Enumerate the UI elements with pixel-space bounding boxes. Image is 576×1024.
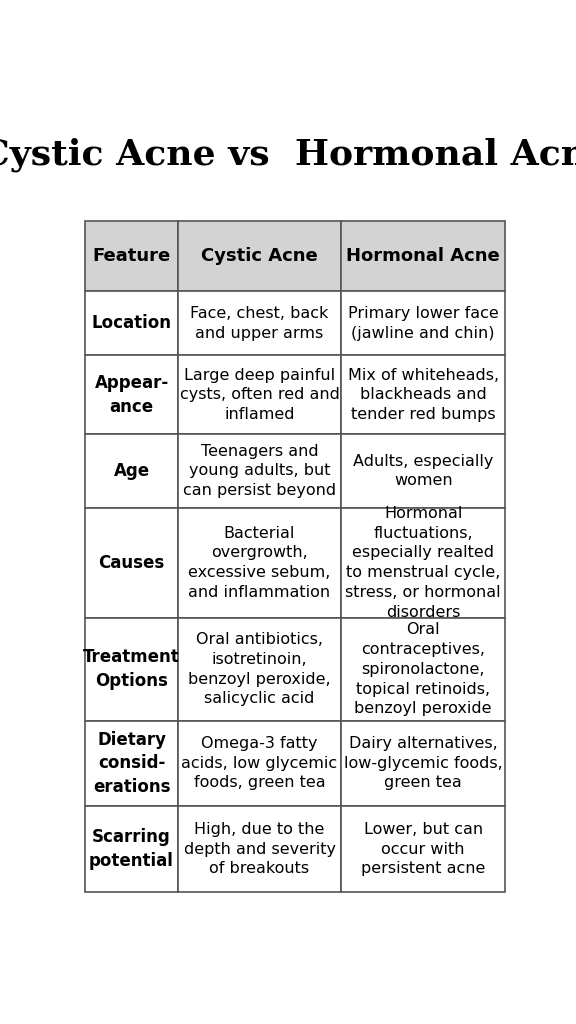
FancyBboxPatch shape [85,291,178,355]
Text: Oral
contraceptives,
spironolactone,
topical retinoids,
benzoyl peroxide: Oral contraceptives, spironolactone, top… [354,623,492,717]
Text: Age: Age [113,462,150,480]
Text: Teenagers and
young adults, but
can persist beyond: Teenagers and young adults, but can pers… [183,443,336,499]
Text: Dairy alternatives,
low-glycemic foods,
green tea: Dairy alternatives, low-glycemic foods, … [344,736,502,791]
Text: Hormonal
fluctuations,
especially realted
to menstrual cycle,
stress, or hormona: Hormonal fluctuations, especially realte… [346,506,501,620]
FancyBboxPatch shape [342,508,505,618]
Text: Large deep painful
cysts, often red and
inflamed: Large deep painful cysts, often red and … [180,368,339,422]
FancyBboxPatch shape [342,618,505,721]
FancyBboxPatch shape [178,221,342,291]
Text: Appear-
ance: Appear- ance [94,374,169,416]
Text: Scarring
potential: Scarring potential [89,828,174,869]
FancyBboxPatch shape [178,508,342,618]
Text: Cystic Acne: Cystic Acne [201,247,318,265]
FancyBboxPatch shape [178,434,342,508]
Text: Omega-3 fatty
acids, low glycemic
foods, green tea: Omega-3 fatty acids, low glycemic foods,… [181,736,338,791]
FancyBboxPatch shape [178,618,342,721]
Text: Dietary
consid-
erations: Dietary consid- erations [93,730,170,796]
Text: Location: Location [92,314,172,332]
FancyBboxPatch shape [342,355,505,434]
FancyBboxPatch shape [85,618,178,721]
FancyBboxPatch shape [85,806,178,893]
Text: Face, chest, back
and upper arms: Face, chest, back and upper arms [190,306,329,341]
Text: Bacterial
overgrowth,
excessive sebum,
and inflammation: Bacterial overgrowth, excessive sebum, a… [188,525,331,600]
Text: Causes: Causes [98,554,165,571]
Text: Lower, but can
occur with
persistent acne: Lower, but can occur with persistent acn… [361,822,486,877]
Text: High, due to the
depth and severity
of breakouts: High, due to the depth and severity of b… [184,822,336,877]
Text: Feature: Feature [92,247,170,265]
FancyBboxPatch shape [342,721,505,806]
FancyBboxPatch shape [178,355,342,434]
FancyBboxPatch shape [85,221,178,291]
Text: Hormonal Acne: Hormonal Acne [346,247,500,265]
FancyBboxPatch shape [85,355,178,434]
FancyBboxPatch shape [342,221,505,291]
Text: Mix of whiteheads,
blackheads and
tender red bumps: Mix of whiteheads, blackheads and tender… [348,368,499,422]
FancyBboxPatch shape [342,806,505,893]
FancyBboxPatch shape [342,434,505,508]
FancyBboxPatch shape [342,291,505,355]
FancyBboxPatch shape [178,806,342,893]
FancyBboxPatch shape [85,434,178,508]
FancyBboxPatch shape [85,508,178,618]
Text: Treatment
Options: Treatment Options [83,648,180,690]
FancyBboxPatch shape [178,291,342,355]
FancyBboxPatch shape [85,721,178,806]
Text: Primary lower face
(jawline and chin): Primary lower face (jawline and chin) [348,306,499,341]
Text: Adults, especially
women: Adults, especially women [353,454,494,488]
Text: Oral antibiotics,
isotretinoin,
benzoyl peroxide,
salicyclic acid: Oral antibiotics, isotretinoin, benzoyl … [188,632,331,707]
Text: Cystic Acne vs  Hormonal Acne: Cystic Acne vs Hormonal Acne [0,137,576,172]
FancyBboxPatch shape [178,721,342,806]
